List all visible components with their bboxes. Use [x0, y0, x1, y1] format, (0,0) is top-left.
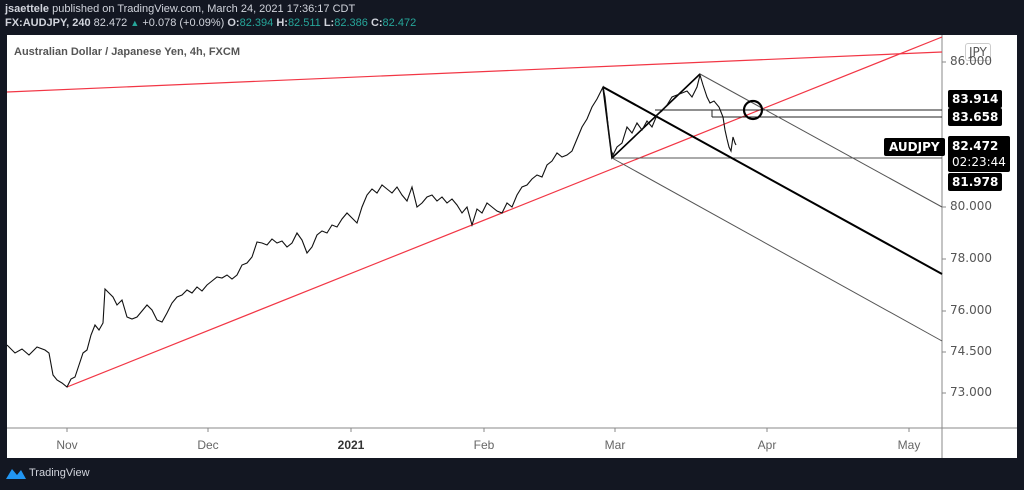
- price-label-76: 76.000: [950, 303, 992, 317]
- time-label-may: May: [897, 438, 921, 452]
- upper-trendline[interactable]: [7, 51, 943, 93]
- price-label-73: 73.000: [950, 385, 992, 399]
- pitchfork-median[interactable]: [602, 86, 943, 275]
- price-label-86: 86.000: [950, 54, 992, 68]
- brand-name: TradingView: [29, 467, 90, 479]
- last-price-box: 82.472 02:23:44: [948, 136, 1010, 172]
- price-label-80: 80.000: [950, 199, 992, 213]
- chart-canvas[interactable]: [7, 35, 1017, 458]
- low-value: 82.386: [334, 17, 368, 29]
- level-81978: 81.978: [948, 173, 1003, 191]
- low-label: L:: [323, 17, 335, 29]
- level-83658: 83.658: [948, 108, 1003, 126]
- ohlc-bar: FX:AUDJPY, 240 82.472 ▲ +0.078 (+0.09%) …: [5, 17, 416, 29]
- close-label: C:: [370, 17, 383, 29]
- publish-text: published on TradingView.com, March 24, …: [52, 3, 356, 15]
- high-label: H:: [276, 17, 288, 29]
- last-price: 82.472: [93, 17, 128, 29]
- open-label: O:: [227, 17, 240, 29]
- bar-countdown: 02:23:44: [952, 155, 1006, 169]
- symbol-interval: FX:AUDJPY, 240: [5, 17, 91, 29]
- chart-panel[interactable]: Australian Dollar / Japanese Yen, 4h, FX…: [7, 35, 1017, 458]
- open-value: 82.394: [239, 17, 274, 29]
- price-label-78: 78.000: [950, 251, 992, 265]
- tradingview-logo-icon: [6, 469, 26, 479]
- time-label-dec: Dec: [197, 438, 219, 452]
- publish-info: jsaettele published on TradingView.com, …: [5, 3, 355, 15]
- close-value: 82.472: [382, 17, 417, 29]
- time-label-feb: Feb: [473, 438, 495, 452]
- tradingview-brand[interactable]: TradingView: [6, 466, 90, 480]
- target-circle[interactable]: [742, 99, 764, 121]
- price-label-745: 74.500: [950, 344, 992, 358]
- time-label-2021: 2021: [337, 438, 365, 452]
- time-label-nov: Nov: [56, 438, 78, 452]
- symbol-tag: AUDJPY: [884, 138, 945, 156]
- price-series: [7, 72, 737, 388]
- rising-trendline[interactable]: [66, 36, 943, 388]
- up-arrow-icon: ▲: [130, 18, 140, 28]
- author-name[interactable]: jsaettele: [5, 3, 50, 15]
- time-label-mar: Mar: [604, 438, 626, 452]
- price-change: +0.078 (+0.09%): [142, 17, 225, 29]
- time-label-apr: Apr: [757, 438, 777, 452]
- high-value: 82.511: [287, 17, 321, 29]
- currency-badge[interactable]: JPY: [965, 43, 991, 61]
- chart-title: Australian Dollar / Japanese Yen, 4h, FX…: [14, 46, 240, 58]
- level-83914: 83.914: [948, 90, 1003, 108]
- last-price-label: 82.472: [952, 139, 999, 153]
